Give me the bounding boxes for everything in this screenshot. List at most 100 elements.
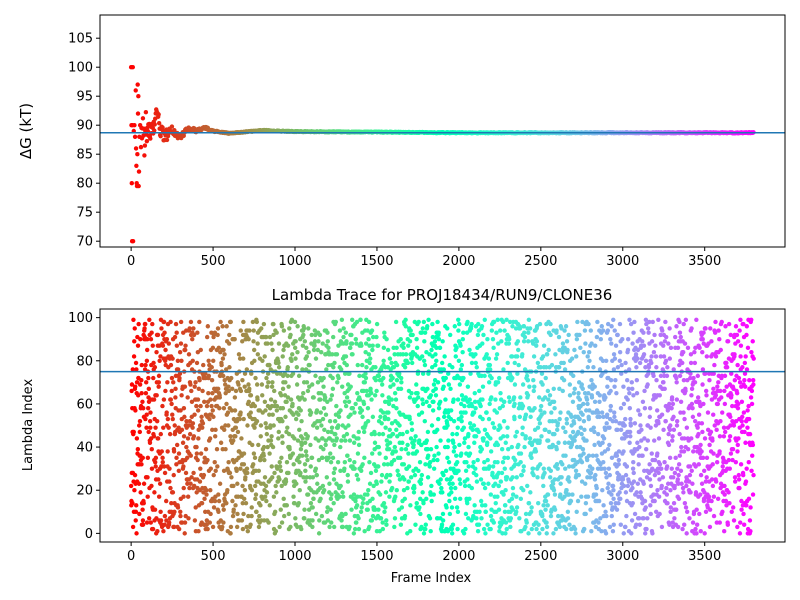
lambda-point [170,416,175,422]
lambda-point [466,444,471,450]
lambda-point [711,513,717,519]
lambda-point [505,360,510,366]
lambda-point [527,384,532,389]
lambda-point [377,529,382,534]
lambda-point [504,526,509,532]
lambda-point [239,518,245,523]
lambda-point [197,479,203,484]
lambda-point [563,466,568,471]
lambda-point [246,382,251,387]
lambda-point [589,395,595,400]
lambda-point [368,386,373,392]
lambda-point [334,403,339,409]
lambda-point [667,356,672,361]
lambda-point [553,526,559,532]
lambda-point [405,360,411,366]
lambda-point [619,362,624,368]
lambda-point [270,475,275,480]
lambda-point [392,516,398,521]
lambda-point [165,416,171,422]
lambda-point [149,330,154,335]
delta-g-point [169,124,175,129]
lambda-point [513,434,518,439]
lambda-point [645,516,650,521]
lambda-point [285,425,290,430]
lambda-point [378,516,384,521]
lambda-point [392,444,398,450]
lambda-point [472,399,478,404]
lambda-point [320,416,326,422]
lambda-point [643,358,649,363]
lambda-point [146,375,151,381]
lambda-point [165,449,170,454]
lambda-point [422,330,428,335]
lambda-point [300,343,306,348]
lambda-point [336,423,341,428]
lambda-point [592,384,597,389]
lambda-point [404,429,410,435]
lambda-point [320,341,325,346]
lambda-point [571,373,576,379]
lambda-point [270,380,275,385]
lambda-point [601,436,607,441]
lambda-point [469,485,475,491]
lambda-point [196,386,202,392]
lambda-point [311,496,316,502]
lambda-point [305,434,310,439]
lambda-point [684,483,689,489]
lambda-point [229,375,234,381]
lambda-point [240,500,245,506]
lambda-point [682,341,688,346]
lambda-point [412,472,418,478]
lambda-point [217,481,223,486]
lambda-point [153,464,158,469]
lambda-point [414,345,420,351]
lambda-point [366,488,371,493]
lambda-point [336,375,341,381]
lambda-point [433,362,438,368]
lambda-point [259,382,265,387]
lambda-point [264,498,269,504]
delta-g-point [132,123,137,128]
lambda-point [233,434,238,439]
lambda-point [654,377,659,383]
lambda-point [665,500,670,506]
lambda-point [249,505,254,510]
lambda-point [313,511,319,517]
lambda-point [474,472,479,478]
lambda-point [357,373,362,379]
lambda-trace-panel: Lambda Trace for PROJ18434/RUN9/CLONE36 … [21,286,786,586]
lambda-point [237,416,242,422]
lambda-point [236,352,242,357]
lambda-point [274,408,280,413]
lambda-point [422,362,428,368]
lambda-point [648,425,653,430]
lambda-point [318,397,323,402]
lambda-point [458,367,464,372]
lambda-point [711,494,717,499]
lambda-point [538,403,544,409]
lambda-point [669,406,674,411]
lambda-point [434,444,439,450]
lambda-point [280,418,285,424]
lambda-point [339,438,344,443]
lambda-point [183,347,188,353]
lambda-point [248,522,253,527]
lambda-point [684,425,690,430]
lambda-point [354,341,359,346]
lambda-point [625,337,631,342]
lambda-point [417,459,423,465]
lambda-point [145,406,151,411]
lambda-point [355,362,360,368]
lambda-point [302,397,307,402]
lambda-point [174,462,179,467]
lambda-point [469,360,475,366]
lambda-point [358,509,364,514]
lambda-point [349,507,354,512]
lambda-point [399,380,404,385]
lambda-point [232,337,237,342]
lambda-point [631,330,636,335]
lambda-point [512,360,517,366]
delta-g-y-tick-label: 75 [76,206,93,221]
lambda-point [647,462,652,467]
